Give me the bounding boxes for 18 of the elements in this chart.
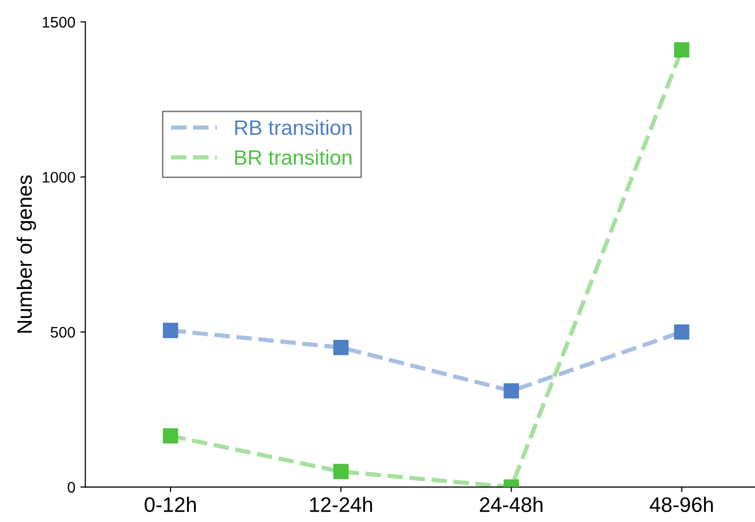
point bbox=[504, 383, 519, 399]
y-tick-label: 1500 bbox=[42, 16, 75, 28]
y-axis-title: Number of genes bbox=[16, 175, 36, 333]
x-tick-label: 12-24h bbox=[310, 496, 372, 512]
point bbox=[333, 464, 349, 480]
y-tick-label: 0 bbox=[68, 482, 75, 493]
x-tick-label: 0-12h bbox=[144, 496, 196, 512]
point bbox=[333, 340, 349, 356]
y-tick-label: 500 bbox=[50, 326, 75, 338]
legend-label: BR transition bbox=[235, 150, 352, 165]
point bbox=[162, 322, 178, 338]
x-tick-label: 48-96h bbox=[650, 496, 713, 512]
y-tick-label: 1000 bbox=[42, 172, 75, 183]
point bbox=[674, 324, 690, 340]
legend-label: RB transition bbox=[235, 120, 352, 136]
point bbox=[162, 428, 178, 444]
point bbox=[674, 42, 690, 58]
x-tick-label: 24-48h bbox=[480, 496, 542, 512]
